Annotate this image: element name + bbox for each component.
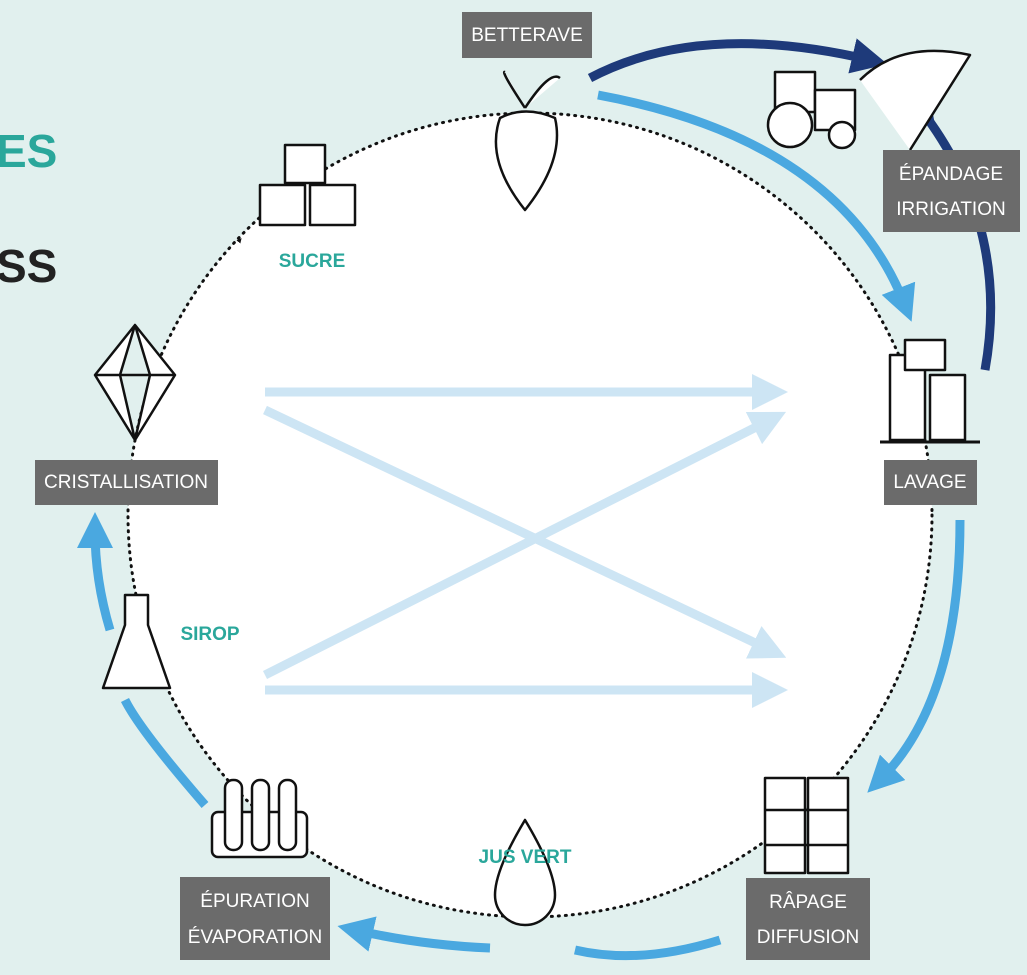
node-label: CRISTALLISATION — [44, 472, 208, 493]
node-label: LAVAGE — [893, 472, 966, 493]
node-label: ÉPURATION — [200, 891, 309, 912]
subtitle-fragment: SS — [0, 240, 57, 292]
node-label: BETTERAVE — [471, 25, 583, 46]
title-fragment: ES — [0, 125, 57, 177]
node-label: ÉVAPORATION — [188, 927, 322, 948]
node-label: JUS VERT — [479, 847, 572, 868]
node-label: ÉPANDAGE — [899, 164, 1003, 185]
node-label: RÂPAGE — [769, 891, 847, 913]
node-label: IRRIGATION — [896, 199, 1005, 220]
node-label: SIROP — [180, 624, 239, 645]
diagram: ES SS BETTERAVE ÉPANDAGE IRRIGATION LAVA… — [0, 0, 1027, 975]
node-label: SUCRE — [279, 251, 346, 272]
page: Cycle betterave {"header": {"title_fragm… — [0, 0, 1027, 975]
factory-icon — [880, 340, 980, 442]
tubes-icon — [212, 780, 307, 857]
beet-leaves — [504, 72, 560, 108]
body: ES SS BETTERAVE ÉPANDAGE IRRIGATION LAVA… — [0, 0, 1027, 975]
node-label: DIFFUSION — [757, 927, 859, 948]
